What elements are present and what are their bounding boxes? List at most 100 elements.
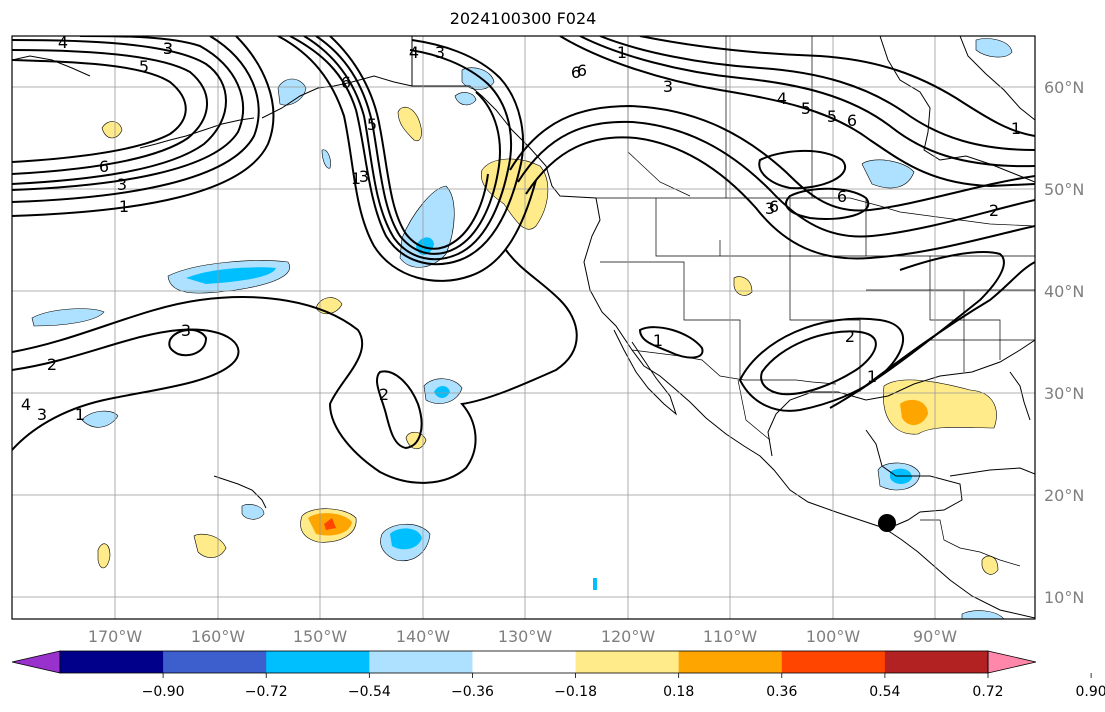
- contour: [579, 36, 1035, 168]
- negative-anomaly: [454, 92, 477, 106]
- contour-label: 3: [359, 167, 369, 186]
- latitude-labels: 60°N 50°N 40°N 30°N 20°N 10°N: [1044, 78, 1084, 607]
- hawaii: [213, 475, 267, 509]
- negative-anomaly: [186, 267, 276, 284]
- colorbar-tick-label: 0.90: [1076, 684, 1105, 700]
- lat-label: 50°N: [1044, 180, 1084, 199]
- contour: [12, 59, 187, 163]
- contour-label: 6: [99, 157, 109, 176]
- negative-anomaly: [961, 610, 1005, 619]
- lat-label: 10°N: [1044, 588, 1084, 607]
- colorbar: [11, 650, 1037, 674]
- contour-label: 5: [801, 99, 811, 118]
- contour-label: 1: [1011, 119, 1021, 138]
- lon-label: 150°W: [293, 627, 348, 646]
- contour: [12, 36, 244, 191]
- gridlines: [12, 36, 1035, 619]
- gulf-coast: [767, 339, 1035, 457]
- state-line: [720, 255, 861, 392]
- state-line: [866, 255, 1001, 360]
- contour: [599, 36, 1035, 151]
- negative-anomaly: [81, 410, 119, 428]
- colorbar-outline: [59, 650, 989, 674]
- positive-anomaly: [981, 555, 999, 575]
- contour-label: 3: [663, 77, 673, 96]
- map-area: [12, 36, 1035, 619]
- contour: [12, 249, 578, 484]
- colorbar-segment: [781, 651, 886, 673]
- coastlines: [12, 36, 1035, 619]
- contour: [329, 36, 489, 250]
- contour: [758, 150, 846, 190]
- contour: [315, 36, 501, 255]
- contour: [12, 36, 275, 217]
- hudson-bay: [879, 36, 1035, 183]
- colorbar-tick-label: −0.36: [451, 684, 494, 700]
- colorbar-segment: [266, 651, 370, 673]
- contour-label: 1: [653, 331, 663, 350]
- lon-label: 170°W: [88, 627, 143, 646]
- contour-label: 5: [139, 57, 149, 76]
- contour-label: 1: [867, 367, 877, 386]
- lon-label: 120°W: [601, 627, 656, 646]
- map-title: 2024100300 F024: [449, 9, 597, 28]
- negative-anomaly: [434, 386, 450, 398]
- station-marker: [878, 514, 896, 532]
- kamchatka: [12, 55, 91, 77]
- central-america: [920, 519, 1021, 567]
- contour-label: 6: [837, 187, 847, 206]
- colorbar-tick-label: 0.36: [766, 684, 797, 700]
- contour: [12, 39, 227, 185]
- contour-label: 4: [21, 395, 31, 414]
- colorbar-tick-label: −0.72: [245, 684, 288, 700]
- contour-label: 6: [769, 197, 779, 216]
- contour-label: 4: [409, 43, 419, 62]
- colorbar-extend-min: [11, 650, 61, 674]
- colorbar-tick-label: 0.18: [663, 684, 694, 700]
- contour-label: 3: [435, 43, 445, 62]
- contour: [785, 187, 870, 220]
- contour: [277, 36, 537, 282]
- contour: [760, 330, 877, 396]
- contour: [12, 36, 260, 203]
- lon-label: 100°W: [806, 627, 861, 646]
- negative-anomaly: [390, 528, 422, 550]
- colorbar-extend-max: [987, 650, 1037, 674]
- contour: [168, 329, 208, 357]
- contour: [525, 136, 1035, 260]
- contour-label: 2: [379, 385, 389, 404]
- contour: [12, 328, 240, 451]
- contour-label: 3: [163, 39, 173, 58]
- contour: [639, 36, 1035, 137]
- negative-anomaly: [321, 149, 331, 169]
- contour-label: 5: [367, 115, 377, 134]
- lat-label: 40°N: [1044, 282, 1084, 301]
- lat-label: 60°N: [1044, 78, 1084, 97]
- contour-label: 6: [571, 63, 581, 82]
- contour-label: 3: [181, 321, 191, 340]
- contour: [376, 370, 423, 450]
- lon-label: 90°W: [913, 627, 957, 646]
- negative-anomaly: [861, 159, 915, 189]
- colorbar-tick-label: −0.54: [348, 684, 391, 700]
- contour: [738, 317, 904, 412]
- contour-label: 5: [827, 107, 837, 126]
- contour-label: 2: [47, 355, 57, 374]
- contour-label: 3: [765, 199, 775, 218]
- contour-lines: [12, 36, 1035, 484]
- colorbar-tick-label: 0.72: [972, 684, 1003, 700]
- cuba: [949, 467, 1035, 477]
- north-america-west-coast: [412, 85, 1035, 619]
- contour: [12, 49, 208, 175]
- contour-label: 3: [117, 175, 127, 194]
- contour-label: 1: [119, 197, 129, 216]
- contour-label: 4: [777, 89, 787, 108]
- contour-label: 2: [989, 201, 999, 220]
- contour-label: 6: [341, 73, 351, 92]
- map-frame: [11, 35, 1036, 620]
- contour: [303, 36, 512, 261]
- colorbar-segment: [884, 651, 989, 673]
- aleutians: [139, 117, 255, 149]
- lon-label: 160°W: [191, 627, 246, 646]
- contour-label: 1: [75, 405, 85, 424]
